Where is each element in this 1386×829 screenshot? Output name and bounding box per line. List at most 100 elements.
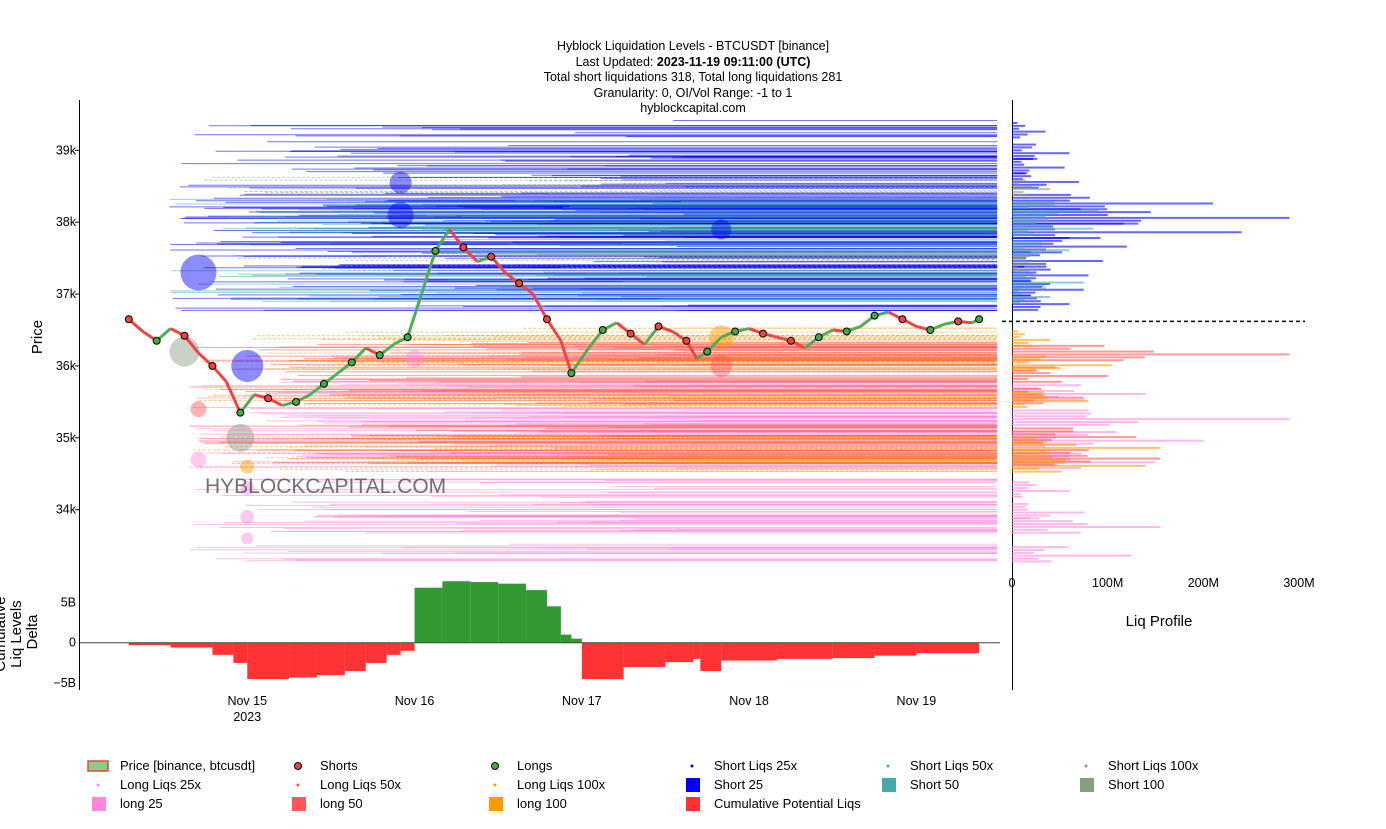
delta-bar — [721, 642, 777, 661]
time-tick-label: Nov 19 — [897, 694, 937, 708]
long-marker — [236, 408, 245, 417]
liq-bubble — [190, 451, 207, 468]
liq-profile-panel: 0 100M 200M 300M — [1002, 122, 1315, 590]
profile-bar — [1012, 265, 1047, 268]
profile-bar — [1012, 456, 1054, 459]
long-marker — [347, 358, 356, 367]
profile-bar — [1012, 216, 1290, 219]
delta-bar — [212, 642, 234, 655]
profile-bar — [1012, 481, 1030, 484]
profile-bar — [1012, 193, 1071, 196]
time-axis-ticks: Nov 15 Nov 16 Nov 17 Nov 18 Nov 19 2023 — [227, 694, 936, 724]
delta-bar — [386, 642, 401, 655]
legend-swatch — [296, 783, 300, 787]
profile-bar — [1012, 359, 1124, 362]
legend-swatch — [686, 778, 700, 792]
delta-bar — [247, 642, 290, 680]
price-segment — [224, 381, 242, 414]
liq-bubble — [387, 202, 414, 228]
profile-tick-label: 300M — [1283, 576, 1314, 590]
profile-bar — [1012, 186, 1039, 189]
profile-bar — [1012, 291, 1036, 294]
profile-bar — [1012, 214, 1108, 216]
legend-swatch — [886, 764, 890, 768]
profile-bar — [1012, 460, 1091, 463]
price-tick-label: 34k — [56, 503, 77, 517]
profile-bar — [1012, 511, 1084, 514]
profile-bar — [1012, 252, 1039, 255]
long-marker — [375, 351, 384, 360]
delta-axis-label-line-1: Cumulative — [0, 597, 9, 672]
long-marker — [926, 326, 935, 334]
profile-bar — [1012, 492, 1021, 495]
profile-bar — [1012, 149, 1022, 152]
short-marker — [487, 252, 496, 261]
profile-bar — [1012, 254, 1028, 257]
last-updated: Last Updated: 2023-11-19 09:11:00 (UTC) — [576, 55, 811, 69]
profile-bar — [1012, 487, 1028, 490]
profile-bar — [1012, 233, 1034, 236]
time-tick-label: Nov 16 — [395, 694, 435, 708]
liquidation-bubbles — [169, 171, 734, 545]
profile-bar — [1012, 278, 1031, 281]
liquidation-totals: Total short liquidations 318, Total long… — [544, 70, 843, 84]
profile-bar — [1012, 180, 1079, 183]
liq-bubble — [231, 349, 264, 382]
profile-bar — [1012, 160, 1022, 163]
legend-label: Short Liqs 50x — [910, 758, 994, 773]
legend-label: Price [binance, btcusdt] — [120, 758, 255, 773]
short-marker — [542, 315, 551, 324]
short-marker — [759, 329, 768, 338]
delta-bar — [832, 642, 875, 659]
legend-swatch — [690, 764, 694, 768]
profile-bar — [1012, 260, 1103, 262]
profile-bar — [1012, 548, 1045, 551]
legend-label: Long Liqs 100x — [517, 777, 606, 792]
profile-bar — [1012, 350, 1154, 353]
profile-bar — [1012, 203, 1055, 206]
liq-bubble — [169, 336, 200, 367]
profile-bar — [1012, 398, 1085, 401]
profile-bar — [1012, 355, 1047, 358]
price-tick-label: 39k — [56, 143, 77, 157]
profile-bar — [1012, 182, 1020, 185]
profile-bar — [1012, 257, 1026, 260]
profile-bar — [1012, 523, 1088, 526]
profile-bar — [1012, 166, 1065, 169]
profile-bar — [1012, 266, 1018, 269]
short-marker — [459, 243, 468, 252]
profile-bar — [1012, 502, 1029, 505]
time-tick-label: Nov 15 — [227, 694, 267, 708]
legend-label: Short 25 — [714, 777, 763, 792]
profile-bar — [1012, 441, 1047, 444]
profile-bar — [1012, 157, 1038, 160]
profile-bar — [1012, 470, 1062, 473]
price-segment — [545, 318, 563, 342]
legend-swatch — [493, 783, 497, 787]
chart-title-block: Hyblock Liquidation Levels - BTCUSDT [bi… — [544, 39, 843, 115]
long-marker — [814, 333, 823, 342]
profile-bar — [1012, 283, 1050, 285]
profile-bar — [1012, 303, 1070, 306]
profile-bar — [1012, 249, 1070, 252]
price-segment — [406, 293, 423, 338]
profile-bar — [1012, 380, 1062, 383]
short-marker — [954, 317, 963, 326]
granularity-info: Granularity: 0, OI/Vol Range: -1 to 1 — [594, 86, 793, 100]
profile-bar — [1012, 155, 1035, 158]
profile-bar — [1012, 215, 1046, 218]
profile-bar — [1012, 358, 1041, 361]
delta-bar — [316, 642, 345, 676]
profile-bar — [1012, 339, 1051, 342]
delta-bar — [442, 581, 471, 643]
legend-swatch — [1084, 764, 1088, 768]
profile-bar — [1012, 490, 1070, 492]
delta-bar — [916, 642, 980, 654]
time-tick-label: Nov 17 — [562, 694, 602, 708]
short-marker — [898, 315, 907, 324]
profile-bar — [1012, 367, 1061, 370]
profile-bar — [1012, 152, 1070, 155]
legend-label: Short Liqs 100x — [1108, 758, 1199, 773]
profile-bar — [1012, 183, 1047, 186]
liq-bubble — [240, 481, 255, 496]
